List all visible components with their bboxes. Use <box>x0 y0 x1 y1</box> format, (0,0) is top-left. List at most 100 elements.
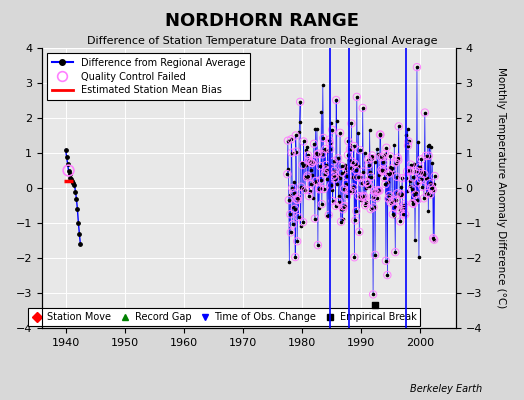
Point <box>316 163 324 169</box>
Point <box>286 191 294 198</box>
Point <box>360 194 368 200</box>
Point <box>347 165 355 171</box>
Point <box>354 163 362 170</box>
Point <box>400 201 409 207</box>
Point <box>381 181 390 187</box>
Point <box>346 146 354 152</box>
Point <box>341 203 349 209</box>
Point <box>415 164 423 170</box>
Point <box>423 175 431 182</box>
Point <box>425 180 434 186</box>
Point <box>402 174 410 181</box>
Point <box>392 174 401 180</box>
Point <box>327 182 335 189</box>
Point <box>310 140 318 147</box>
Point <box>292 196 301 203</box>
Point <box>286 211 294 218</box>
Point <box>372 190 380 196</box>
Point <box>368 152 376 159</box>
Point <box>396 218 405 225</box>
Point <box>421 175 430 181</box>
Point <box>420 171 429 177</box>
Point <box>398 191 406 198</box>
Point <box>408 200 417 206</box>
Point <box>334 155 342 162</box>
Point <box>321 146 330 152</box>
Point <box>347 165 355 171</box>
Point <box>419 169 428 175</box>
Point <box>381 258 390 264</box>
Point <box>417 176 425 182</box>
Point <box>338 169 346 176</box>
Point <box>307 166 315 173</box>
Point <box>290 179 299 186</box>
Point <box>411 191 420 198</box>
Point <box>413 197 422 203</box>
Point <box>396 218 405 225</box>
Point <box>423 190 431 196</box>
Point <box>431 173 439 179</box>
Point <box>389 198 398 204</box>
Point <box>385 170 393 177</box>
Point <box>299 162 307 168</box>
Point <box>289 221 297 228</box>
Point <box>316 177 325 183</box>
Point <box>337 218 345 225</box>
Point <box>332 97 340 103</box>
Point <box>288 185 297 191</box>
Point <box>415 164 423 170</box>
Point <box>63 160 72 167</box>
Point <box>401 211 409 218</box>
Point <box>340 203 348 210</box>
Point <box>416 169 424 175</box>
Point <box>412 168 420 174</box>
Point <box>359 192 368 199</box>
Point <box>389 213 398 219</box>
Point <box>311 215 319 222</box>
Point <box>299 162 307 168</box>
Point <box>315 204 323 211</box>
Point <box>381 151 389 157</box>
Point <box>410 161 419 167</box>
Point <box>383 272 391 278</box>
Point <box>297 184 305 190</box>
Point <box>382 144 390 151</box>
Point <box>425 180 434 186</box>
Point <box>327 182 335 189</box>
Point <box>363 179 372 185</box>
Point <box>315 186 323 192</box>
Point <box>288 150 296 156</box>
Point <box>370 187 378 194</box>
Point <box>350 254 358 260</box>
Point <box>409 174 417 181</box>
Point <box>341 203 349 209</box>
Point <box>305 193 313 199</box>
Point <box>69 180 78 186</box>
Point <box>402 174 410 181</box>
Point <box>365 162 373 168</box>
Point <box>362 199 370 205</box>
Point <box>397 184 406 190</box>
Point <box>369 291 377 298</box>
Point <box>324 212 333 218</box>
Point <box>381 181 390 187</box>
Point <box>380 174 389 181</box>
Point <box>343 193 351 199</box>
Point <box>320 186 328 192</box>
Point <box>317 109 325 115</box>
Point <box>429 235 438 242</box>
Point <box>363 179 372 185</box>
Point <box>315 185 324 192</box>
Point <box>303 174 311 181</box>
Point <box>322 166 330 173</box>
Point <box>429 186 437 193</box>
Point <box>312 150 321 156</box>
Point <box>424 152 433 159</box>
Point <box>309 195 317 201</box>
Point <box>424 208 432 214</box>
Point <box>391 249 399 255</box>
Point <box>344 138 353 144</box>
Point <box>293 238 301 244</box>
Point <box>290 190 298 196</box>
Point <box>405 138 413 144</box>
